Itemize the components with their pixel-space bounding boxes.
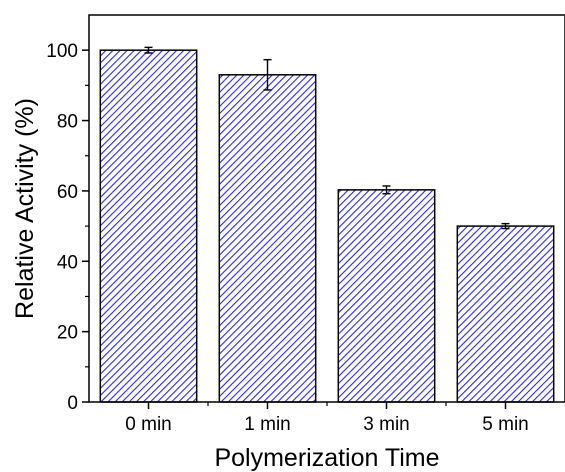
x-tick-label-0: 0 min <box>125 414 171 435</box>
x-tick-label-1: 1 min <box>244 414 290 435</box>
x-tick-label-2: 3 min <box>363 414 409 435</box>
bars-layer <box>99 46 555 403</box>
y-tick-label-20: 20 <box>57 323 78 344</box>
x-axis-title: Polymerization Time <box>214 444 439 472</box>
ticks-layer: 0 20 40 60 80 100 0 min 1 min 3 min 5 min <box>46 41 528 435</box>
bar-0 <box>99 49 198 403</box>
y-tick-label-60: 60 <box>57 182 78 203</box>
bar-2 <box>337 189 436 403</box>
y-tick-label-100: 100 <box>46 41 78 62</box>
y-axis-title: Relative Activity (%) <box>11 98 39 319</box>
bar-3 <box>456 225 555 403</box>
x-tick-label-3: 5 min <box>482 414 528 435</box>
bar-1 <box>218 74 317 403</box>
y-tick-label-0: 0 <box>67 393 78 414</box>
y-tick-label-80: 80 <box>57 112 78 133</box>
y-tick-label-40: 40 <box>57 252 78 273</box>
